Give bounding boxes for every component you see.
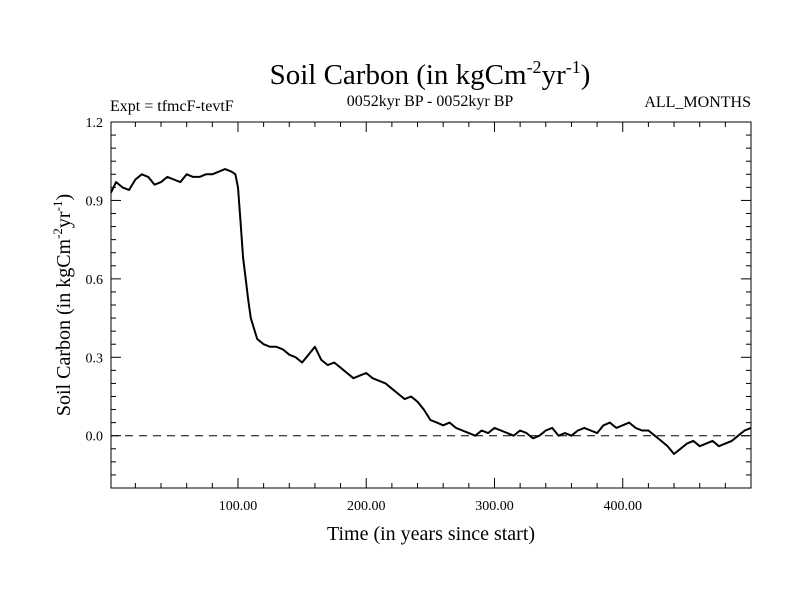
x-axis-label: Time (in years since start) [327, 523, 535, 545]
y-tick-label: 1.2 [86, 116, 104, 131]
x-tick-label: 200.00 [347, 499, 386, 514]
y-tick-label: 0.9 [86, 194, 104, 209]
axis-ticks [111, 121, 751, 489]
x-tick-label: 300.00 [475, 499, 514, 514]
y-tick-label: 0.6 [86, 273, 104, 288]
chart-title: Soil Carbon (in kgCm-2yr-1) [270, 57, 591, 91]
y-axis-label: Soil Carbon (in kgCm-2yr-1) [50, 194, 75, 416]
x-tick-label: 100.00 [219, 499, 258, 514]
experiment-label: Expt = tfmcF-tevtF [110, 98, 234, 115]
plot-frame [110, 121, 752, 489]
axis-tick-labels: 100.00 200.00 300.00 400.00 0.0 0.3 0.6 0.9 1.2 [86, 116, 642, 514]
months-label: ALL_MONTHS [644, 94, 751, 111]
y-tick-label: 0.0 [86, 430, 104, 445]
x-tick-label: 400.00 [603, 499, 642, 514]
y-tick-label: 0.3 [86, 351, 104, 366]
period-label: 0052kyr BP - 0052kyr BP [347, 93, 514, 110]
soil-carbon-series-line [110, 168, 752, 455]
